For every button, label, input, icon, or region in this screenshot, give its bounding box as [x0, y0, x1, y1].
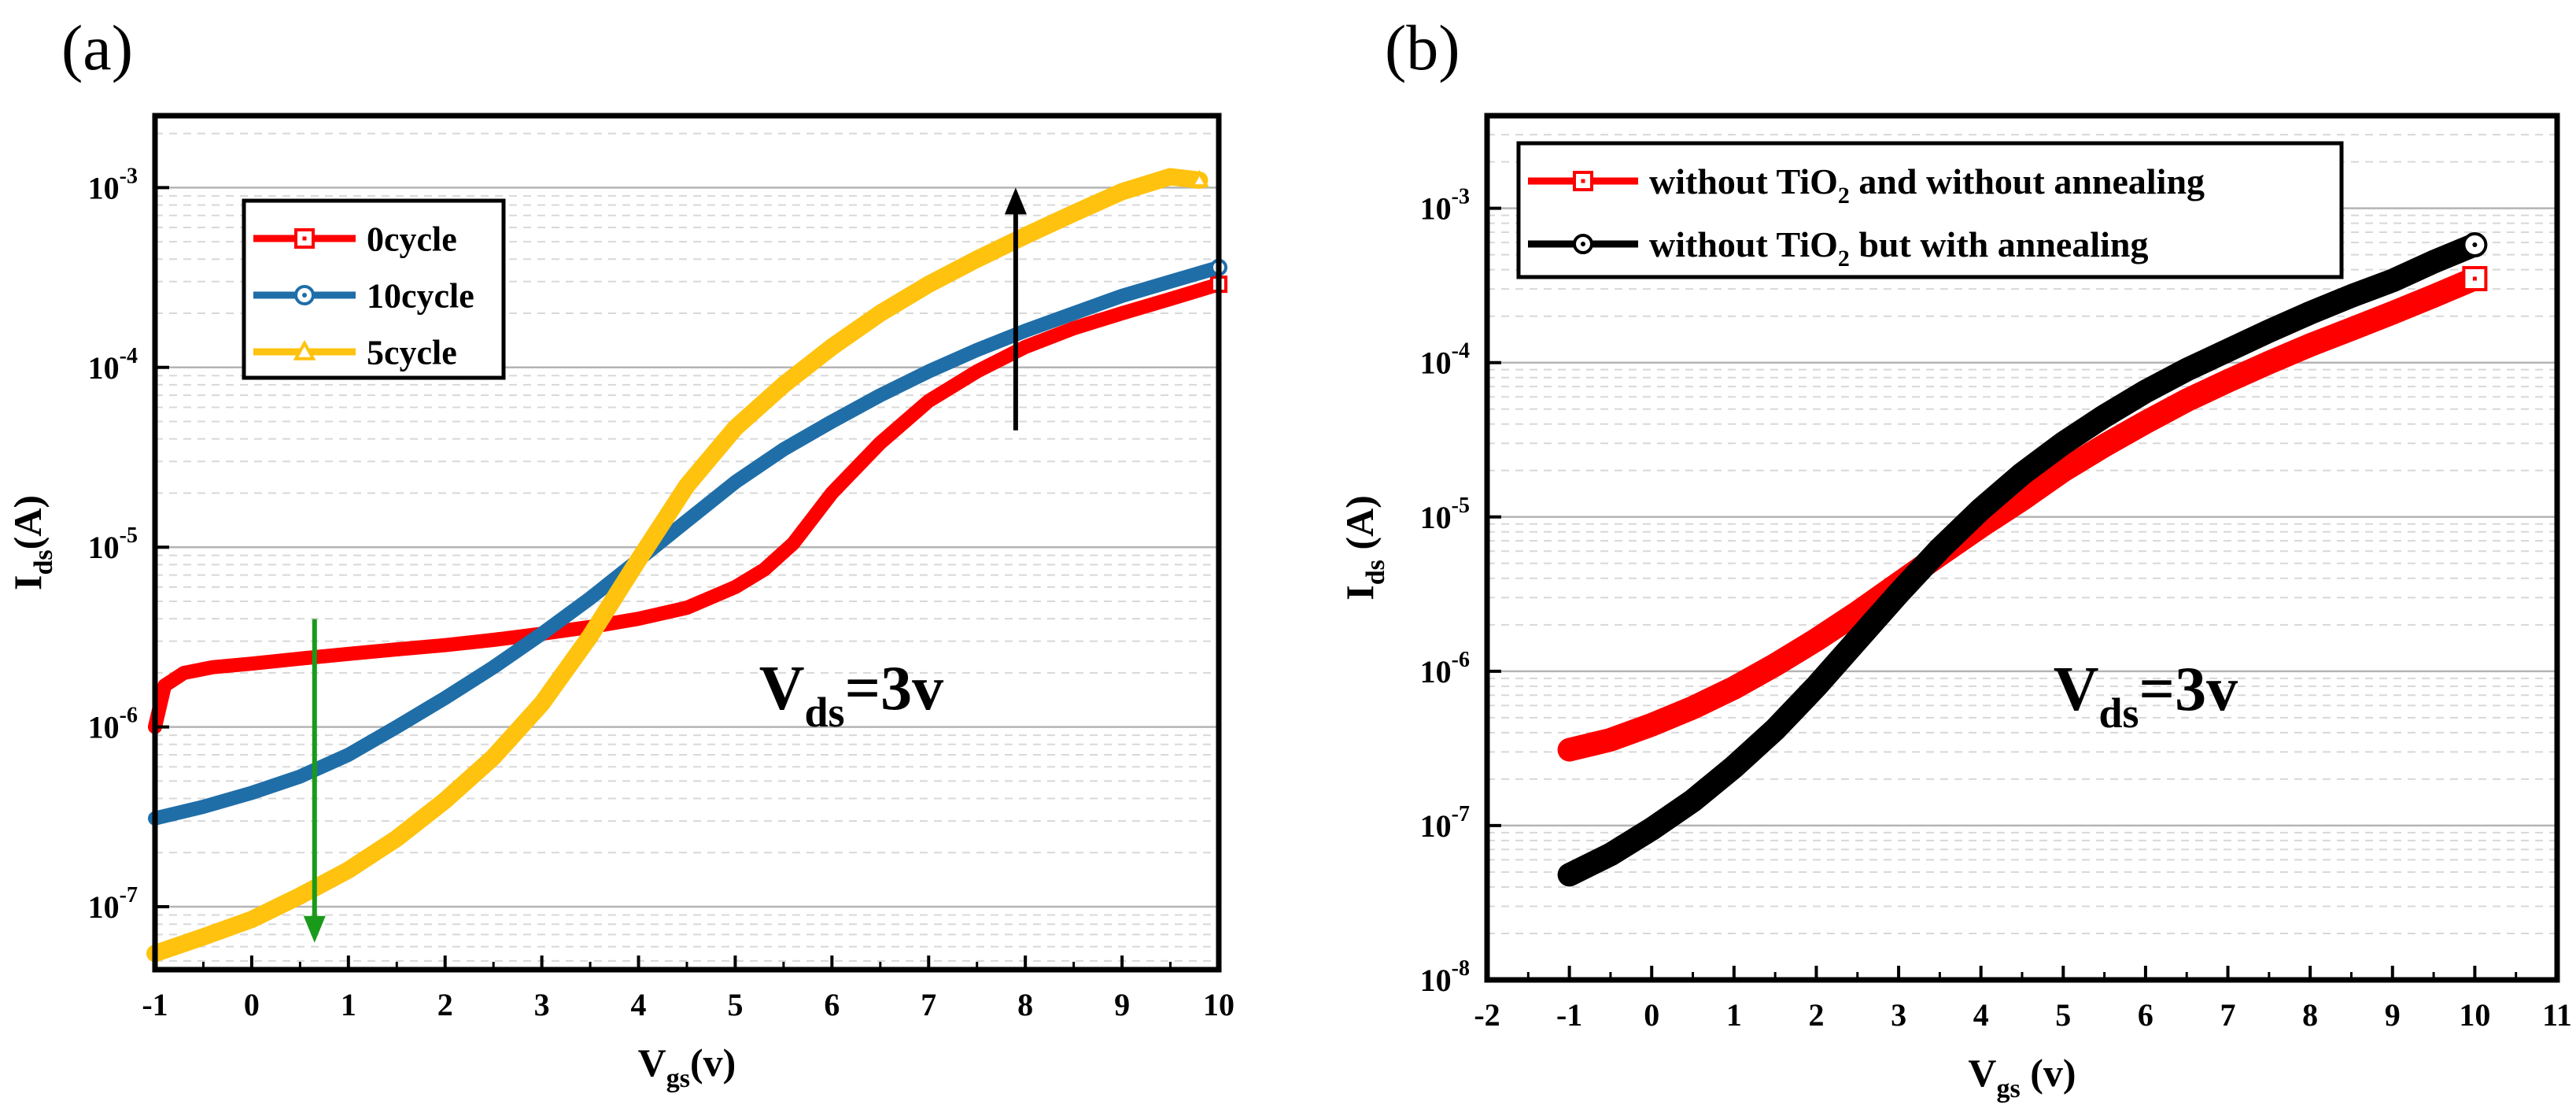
series-line-without-tio2-and-without-annealing: [1557, 267, 2487, 762]
y-tick-label: 10-4: [1420, 339, 1470, 381]
x-tick-label: 8: [2302, 997, 2318, 1033]
x-tick-label: 9: [1114, 987, 1130, 1022]
y-tick-label: 10-6: [1420, 648, 1470, 689]
legend-label: 0cycle: [367, 220, 457, 258]
legend: 0cycle 10cycle 5cycle: [242, 198, 506, 380]
legend-swatch-marker: [293, 339, 316, 360]
y-tick-label: 10-7: [1420, 802, 1470, 844]
x-tick-label: 1: [341, 987, 356, 1022]
x-tick-label: -2: [1474, 997, 1500, 1033]
x-tick-label: 5: [727, 987, 743, 1022]
y-axis-label: Ids (A): [1338, 495, 1390, 601]
series-end-marker: [1190, 169, 1209, 188]
series-end-marker-dot: [2472, 276, 2477, 281]
y-tick-label: 10-8: [1420, 956, 1470, 998]
panel-label-a: (a): [61, 12, 134, 83]
x-tick-label: -1: [142, 987, 168, 1022]
x-tick-label: 5: [2055, 997, 2071, 1033]
vds-annotation: Vds=3v: [2054, 655, 2238, 737]
y-tick-label: 10-3: [88, 164, 138, 205]
chart-b: -2 -1 0 1 2 3 4 5 6 7 8 9 10 11 10-8 10-7 10-6 10-5 10-4 10…: [1338, 113, 2572, 1103]
y-tick-label: 10-5: [1420, 493, 1470, 535]
x-tick-label: 4: [631, 987, 647, 1022]
x-tick-label: 7: [2220, 997, 2236, 1033]
y-axis-label: Ids(A): [6, 495, 58, 590]
legend-swatch-marker-dot: [1581, 179, 1585, 183]
x-tick-label: 8: [1017, 987, 1033, 1022]
x-tick-label: 11: [2542, 997, 2572, 1033]
legend-swatch-marker-dot: [302, 236, 307, 241]
x-tick-label: 6: [824, 987, 840, 1022]
series-end-marker-dot: [2472, 242, 2478, 248]
legend-label: 10cycle: [367, 276, 474, 315]
x-tick-label: 0: [244, 987, 260, 1022]
series-line-5cycle: [146, 168, 1209, 963]
vds-annotation: Vds=3v: [759, 654, 943, 736]
y-tick-label: 10-4: [88, 344, 138, 386]
x-tick-label: 1: [1726, 997, 1742, 1033]
x-tick-label: 2: [1808, 997, 1824, 1033]
x-tick-label: 4: [1973, 997, 1989, 1033]
decrease-arrow-head: [303, 915, 326, 943]
legend-swatch-marker-dot: [1581, 242, 1585, 246]
x-axis-label: Vgs (v): [1968, 1051, 2076, 1103]
y-tick-label: 10-5: [88, 523, 138, 565]
x-tick-label: 6: [2138, 997, 2153, 1033]
y-tick-label: 10-3: [1420, 185, 1470, 227]
legend: without TiO2 and without annealing withou…: [1516, 141, 2344, 279]
chart-a: -1 0 1 2 3 4 5 6 7 8 9 10 10-7 10-6 10-5 10-4 10-3 Vgs(v)…: [6, 113, 1234, 1093]
x-tick-label: 9: [2385, 997, 2401, 1033]
x-tick-label: 7: [921, 987, 936, 1022]
panel-label-b: (b): [1385, 12, 1460, 83]
y-tick-label: 10-7: [88, 883, 138, 925]
x-tick-label: 0: [1644, 997, 1659, 1033]
x-tick-label: -1: [1556, 997, 1582, 1033]
x-tick-label: 2: [437, 987, 453, 1022]
legend-label: without TiO2 but with annealing: [1649, 224, 2148, 272]
series-line-10cycle: [148, 260, 1226, 826]
x-axis-label: Vgs(v): [638, 1041, 736, 1093]
x-tick-label: 10: [1203, 987, 1234, 1022]
y-tick-label: 10-6: [88, 704, 138, 745]
increase-arrow-head: [1004, 187, 1027, 215]
legend-label: 5cycle: [367, 333, 457, 371]
x-tick-label: 10: [2459, 997, 2490, 1033]
legend-swatch-marker-dot: [302, 293, 307, 298]
series-line-without-tio2-but-with-annealing: [1557, 233, 2487, 887]
legend-box: [242, 198, 506, 380]
x-tick-label: 3: [534, 987, 550, 1022]
legend-label: without TiO2 and without annealing: [1649, 161, 2205, 209]
legend-box: [1516, 141, 2344, 279]
x-tick-label: 3: [1891, 997, 1906, 1033]
